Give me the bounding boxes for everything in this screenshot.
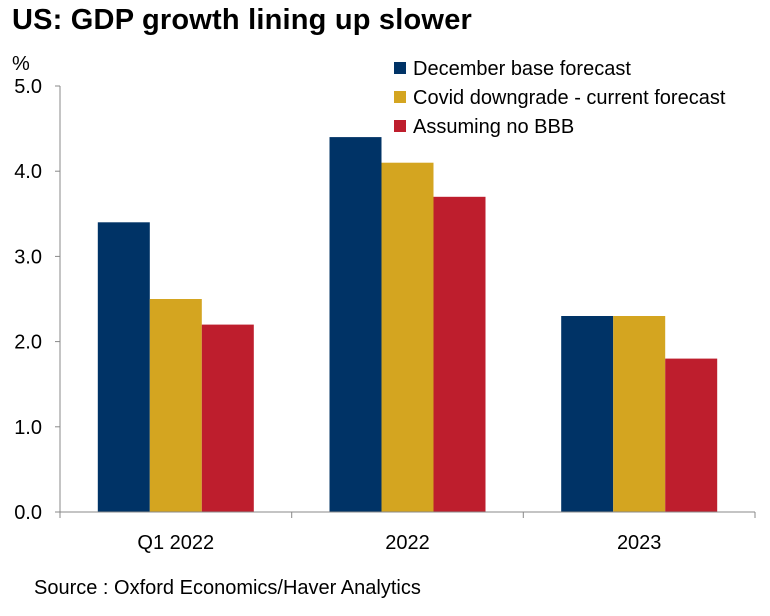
- y-tick-label: 0.0: [14, 502, 42, 524]
- y-tick-label: 5.0: [14, 76, 42, 98]
- bar-1-1: [381, 162, 434, 512]
- bar-0-2: [201, 324, 254, 512]
- bars-group: [97, 137, 718, 513]
- legend-label: December base forecast: [413, 58, 631, 80]
- legend-label: Assuming no BBB: [413, 116, 574, 138]
- bar-0-0: [97, 222, 150, 513]
- source-note: Source : Oxford Economics/Haver Analytic…: [34, 577, 421, 599]
- y-tick-label: 4.0: [14, 161, 42, 183]
- bar-2-0: [561, 316, 614, 512]
- y-axis-label: %: [12, 53, 30, 75]
- y-tick-label: 2.0: [14, 332, 42, 354]
- legend-swatch: [394, 91, 406, 103]
- x-tick-label: 2023: [617, 532, 662, 554]
- x-tick-label: Q1 2022: [137, 532, 214, 554]
- y-tick-label: 1.0: [14, 417, 42, 439]
- legend-label: Covid downgrade - current forecast: [413, 87, 726, 109]
- bar-1-0: [329, 137, 382, 512]
- bar-2-2: [665, 358, 718, 512]
- bar-0-1: [149, 299, 202, 512]
- chart-title: US: GDP growth lining up slower: [12, 4, 473, 36]
- bar-1-2: [433, 196, 486, 513]
- y-tick-label: 3.0: [14, 246, 42, 268]
- legend-swatch: [394, 120, 406, 132]
- axes-group: Q1 2022 2022 2023 0.0 1.0 2.0 3.0 4.0 5.0%: [12, 53, 756, 554]
- bar-2-1: [613, 316, 666, 512]
- legend-swatch: [394, 62, 406, 74]
- legend: December base forecast Covid downgrade - …: [394, 58, 726, 138]
- x-tick-label: 2022: [385, 532, 430, 554]
